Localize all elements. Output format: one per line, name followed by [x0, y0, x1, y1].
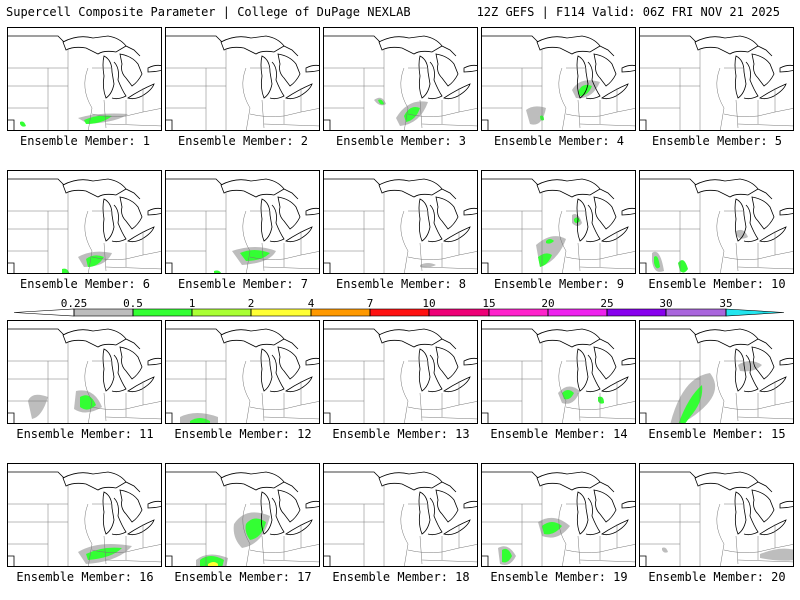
colorbar-segment [369, 308, 430, 317]
ensemble-map-panel [639, 170, 794, 274]
ensemble-map-panel [481, 463, 636, 567]
colorbar-segment [73, 308, 134, 317]
member-label: Ensemble Member: 5 [651, 134, 783, 148]
ensemble-map-panel [639, 320, 794, 424]
member-label: Ensemble Member: 6 [19, 277, 151, 291]
member-label: Ensemble Member: 18 [332, 570, 470, 584]
member-map [8, 328, 161, 423]
member-label: Ensemble Member: 9 [493, 277, 625, 291]
chart-title: Supercell Composite Parameter | College … [6, 5, 411, 19]
member-map [8, 35, 161, 130]
member-label: Ensemble Member: 19 [490, 570, 628, 584]
colorbar-under-arrow [13, 308, 75, 317]
member-label: Ensemble Member: 16 [16, 570, 154, 584]
colorbar-segment [665, 308, 727, 317]
member-label: Ensemble Member: 4 [493, 134, 625, 148]
ensemble-map-panel [323, 320, 478, 424]
colorbar-segment [606, 308, 667, 317]
member-map [640, 471, 793, 566]
member-label: Ensemble Member: 20 [648, 570, 786, 584]
ensemble-map-panel [7, 27, 162, 131]
ensemble-map-panel [165, 320, 320, 424]
member-label: Ensemble Member: 14 [490, 427, 628, 441]
ensemble-map-panel [7, 170, 162, 274]
member-map [482, 178, 635, 273]
colorbar-segment [488, 308, 549, 317]
member-map [640, 178, 793, 273]
colorbar-tick-label: 1 [188, 297, 196, 310]
colorbar-segment [132, 308, 193, 317]
member-map [166, 328, 319, 423]
ensemble-map-panel [7, 320, 162, 424]
colorbar-tick-label: 4 [307, 297, 315, 310]
colorbar-tick-label: 10 [422, 297, 436, 310]
member-label: Ensemble Member: 15 [648, 427, 786, 441]
colorbar-tick-label: 0.25 [60, 297, 88, 310]
colorbar-tick-label: 35 [719, 297, 733, 310]
ensemble-map-panel [323, 463, 478, 567]
member-label: Ensemble Member: 10 [648, 277, 786, 291]
member-map [640, 328, 793, 423]
colorbar-tick-label: 0.5 [123, 297, 143, 310]
ensemble-map-panel [481, 27, 636, 131]
ensemble-map-panel [481, 170, 636, 274]
colorbar-segment [547, 308, 608, 317]
ensemble-map-panel [165, 27, 320, 131]
member-map [640, 35, 793, 130]
colorbar-segment [191, 308, 252, 317]
member-map [482, 35, 635, 130]
colorbar-tick-label: 15 [482, 297, 496, 310]
colorbar-tick-label: 2 [247, 297, 255, 310]
member-map [166, 35, 319, 130]
colorbar [13, 308, 785, 317]
member-map [482, 471, 635, 566]
colorbar-segment [428, 308, 490, 317]
ensemble-map-panel [639, 27, 794, 131]
member-map [324, 328, 477, 423]
colorbar-tick-label: 30 [659, 297, 673, 310]
member-label: Ensemble Member: 17 [174, 570, 312, 584]
member-label: Ensemble Member: 1 [19, 134, 151, 148]
member-map [8, 471, 161, 566]
model-valid-time: 12Z GEFS | F114 Valid: 06Z FRI NOV 21 20… [476, 5, 780, 19]
colorbar-tick-label: 25 [600, 297, 614, 310]
member-map [166, 471, 319, 566]
member-label: Ensemble Member: 12 [174, 427, 312, 441]
member-map [166, 178, 319, 273]
ensemble-map-panel [481, 320, 636, 424]
member-map [8, 178, 161, 273]
member-map [482, 328, 635, 423]
colorbar-segment [310, 308, 371, 317]
ensemble-map-panel [323, 170, 478, 274]
member-map [324, 178, 477, 273]
ensemble-map-panel [165, 170, 320, 274]
ensemble-map-panel [639, 463, 794, 567]
member-label: Ensemble Member: 3 [335, 134, 467, 148]
colorbar-segment [725, 308, 785, 317]
ensemble-map-panel [323, 27, 478, 131]
member-label: Ensemble Member: 11 [16, 427, 154, 441]
ensemble-map-panel [165, 463, 320, 567]
member-label: Ensemble Member: 7 [177, 277, 309, 291]
member-label: Ensemble Member: 13 [332, 427, 470, 441]
member-map [324, 35, 477, 130]
colorbar-tick-label: 7 [366, 297, 374, 310]
member-label: Ensemble Member: 2 [177, 134, 309, 148]
member-label: Ensemble Member: 8 [335, 277, 467, 291]
colorbar-tick-label: 20 [541, 297, 555, 310]
member-map [324, 471, 477, 566]
ensemble-map-panel [7, 463, 162, 567]
colorbar-segment [250, 308, 312, 317]
